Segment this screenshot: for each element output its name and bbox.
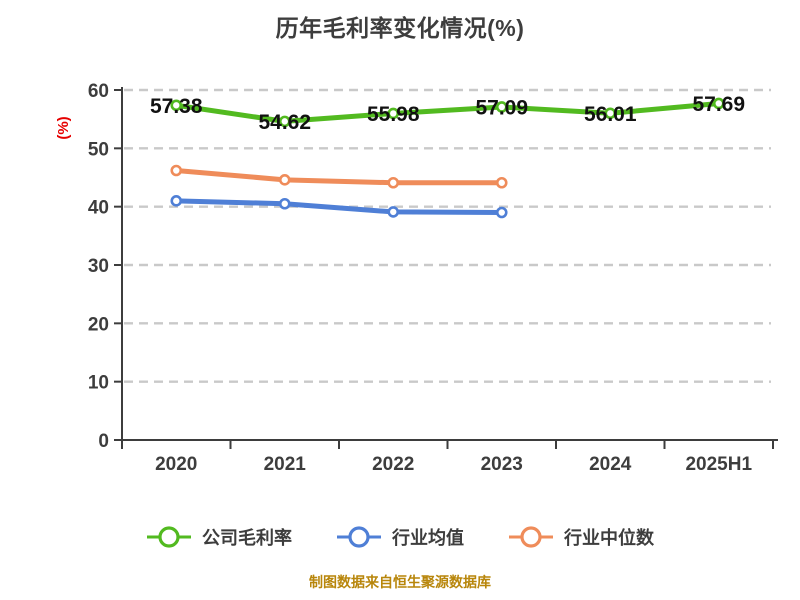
data-point-company-gross-margin (170, 99, 183, 112)
data-label-company-gross-margin-2024: 56.01 (584, 103, 637, 126)
data-point-company-gross-margin (278, 115, 291, 128)
legend-label-company-gross-margin: 公司毛利率 (202, 528, 292, 548)
legend-item-industry-mean[interactable]: 行业均值 (336, 524, 464, 550)
legend-label-industry-mean: 行业均值 (392, 528, 464, 548)
data-point-industry-mean (387, 206, 400, 218)
x-tick-label-2023: 2023 (481, 454, 523, 475)
data-label-company-gross-margin-2022: 55.98 (367, 103, 420, 126)
data-point-industry-mean (278, 197, 291, 210)
legend-marker-icon-industry-median (509, 526, 553, 548)
y-tick-label-50: 50 (88, 139, 109, 160)
legend-marker-icon-industry-mean (337, 526, 381, 548)
y-tick-label-0: 0 (98, 431, 109, 452)
data-point-industry-mean (170, 195, 183, 207)
data-label-company-gross-margin-2021: 54.62 (258, 111, 311, 134)
x-tick-label-2021: 2021 (264, 454, 307, 475)
data-point-industry-mean (495, 206, 508, 219)
data-point-company-gross-margin (387, 107, 400, 120)
data-label-company-gross-margin-2020: 57.38 (150, 95, 203, 118)
series-line-industry-median (173, 168, 505, 186)
y-tick-label-30: 30 (88, 256, 109, 277)
data-label-company-gross-margin-2023: 57.09 (475, 96, 528, 119)
chart-legend: 公司毛利率 行业均值 行业中位数 (0, 514, 800, 560)
legend-item-industry-median[interactable]: 行业中位数 (508, 524, 654, 550)
data-point-industry-median (387, 176, 400, 189)
x-tick-label-2022: 2022 (372, 454, 414, 475)
y-tick-label-20: 20 (88, 314, 109, 335)
y-tick-label-60: 60 (88, 81, 109, 102)
data-point-industry-median (170, 164, 183, 177)
series-line-company-gross-margin (173, 100, 722, 124)
x-tick-label-2020: 2020 (155, 454, 197, 475)
legend-label-industry-median: 行业中位数 (564, 528, 654, 548)
data-point-company-gross-margin (712, 97, 725, 110)
data-point-industry-median (278, 174, 291, 186)
series-line-industry-mean (173, 198, 505, 215)
x-tick-label-2024: 2024 (589, 454, 632, 475)
x-tick-label-2025H1: 2025H1 (685, 454, 752, 475)
chart-title: 历年毛利率变化情况(%) (275, 15, 525, 41)
legend-marker-icon-company-gross-margin (147, 526, 191, 548)
data-source-note: 制图数据来自恒生聚源数据库 (309, 574, 491, 590)
y-tick-label-10: 10 (88, 373, 109, 394)
data-point-company-gross-margin (604, 107, 617, 120)
data-point-company-gross-margin (495, 101, 508, 113)
data-label-company-gross-margin-2025H1: 57.69 (692, 93, 745, 116)
y-tick-label-40: 40 (88, 198, 109, 219)
data-point-industry-median (495, 176, 508, 189)
legend-item-company-gross-margin[interactable]: 公司毛利率 (146, 524, 292, 550)
